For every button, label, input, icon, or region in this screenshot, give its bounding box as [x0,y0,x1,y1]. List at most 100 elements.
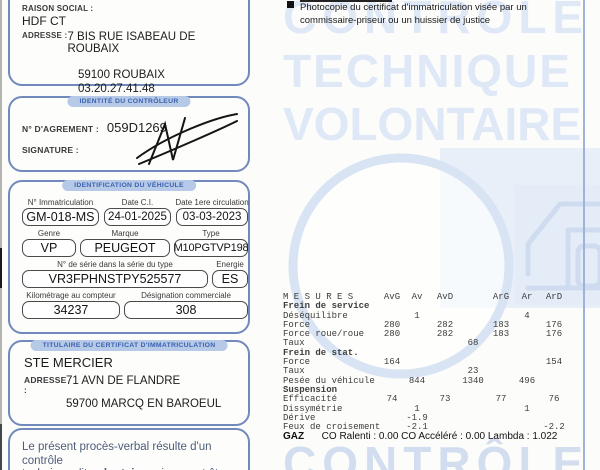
mesures-cell [461,302,485,311]
mesures-cell [485,339,517,348]
field-label-serie: N° de série dans la série du type [57,260,173,269]
company-raison-value: HDF CT [22,14,66,28]
field-label-date-ci: Date C.I. [121,198,154,207]
mesures-row-4: Taux 68 [283,338,571,349]
watermark-line-technique: TECHNIQUE [283,45,572,97]
mesures-cell [537,339,571,348]
controleur-box: IDENTITÉ DU CONTRÔLEUR N° D'AGREMENT : 0… [8,96,250,172]
titulaire-adresse-value: 71 AVN DE FLANDRE [66,375,181,387]
watermark-bottom-controle: CONTRÔLE [283,437,590,470]
mesures-cell: 1 [524,403,530,414]
mesures-cell [429,367,461,376]
mesures-cell [405,386,429,395]
mesures-cell [429,302,461,311]
mesures-row-label: M E S U R E S [283,292,354,302]
mesures-row-11: Dissymétrie 1 1 [283,403,571,414]
mesures-cell [461,293,485,302]
mesures-row-8: Pesée du véhicule 844 1340 496 [283,375,571,386]
mesures-cell [485,377,517,386]
right-page-rule [583,0,585,470]
mesures-cell [379,367,405,376]
mesures-cell [461,395,485,404]
field-value-date-ci: 24-01-2025 [103,208,171,226]
mesures-cell [461,414,485,423]
photocopy-note: Photocopie du certificat d'immatriculati… [300,2,575,27]
company-box: RAISON SOCIAL : HDF CT ADRESSE : 7 BIS R… [8,0,250,95]
mesures-row-label: Frein de stat. [283,347,359,358]
mesures-cell [405,330,429,339]
mesures-row-13: Feux de croisement -2.1 -2.2 [283,422,571,433]
mesures-cell [461,349,485,358]
mesures-row-label: Pesée du véhicule [283,375,375,386]
titulaire-city: 59700 MARCQ EN BAROEUL [66,398,222,410]
mesures-cell: 76 [548,394,560,405]
mesures-cell [537,377,571,386]
mesures-cell: 77 [495,394,507,405]
left-scan-edge [0,0,2,470]
mesures-cell [485,405,517,414]
vehicule-box-header: IDENTIFICATION DU VÉHICULE [62,180,196,191]
mesures-cell: 280 [383,329,401,340]
watermark-line-controle: CONTRÔLE [283,0,590,43]
mesures-cell: 183 [492,319,510,330]
titulaire-adresse-label: ADRESSE : [24,375,67,395]
watermark-line-volontaire: VOLONTAIRE [283,98,582,150]
mesures-row-label: Taux [283,338,305,349]
note-bullet [287,1,294,8]
field-value-type: M10PGTVP198 [174,239,249,257]
field-label-designation: Désignation commerciale [141,291,231,300]
gaz-values: CO Ralenti : 0.00 CO Accéléré : 0.00 Lam… [321,431,558,442]
field-label-date-circulation: Date 1ere circulation [175,198,249,207]
field-label-genre: Genre [37,229,61,238]
mesures-cell: 164 [383,357,401,368]
company-adresse-value: 7 BIS RUE ISABEAU DE ROUBAIX [67,31,196,55]
agrement-value: 059D1269 [106,120,167,135]
company-adresse-label: ADRESSE : [22,31,68,40]
mesures-row-label: Déséquilibre [283,310,348,321]
mesures-cell [517,358,537,367]
left-scan-edge-dark2 [0,424,2,470]
van-watermark-icon [525,201,600,291]
disclaimer-volontaire: volontaire [90,468,145,470]
disclaimer-line2a: technique dit [22,468,90,470]
gaz-label: GAZ [283,431,305,442]
field-value-energie: ES [212,270,248,288]
mesures-cell: 1340 [462,375,484,386]
mesures-cell [485,367,517,376]
field-label-marque: Marque [111,229,139,238]
mesures-cell [405,349,429,358]
mesures-table: M E S U R E S AvG Av AvD ArG Ar ArD Frein de se… [283,292,571,433]
mesures-cell [461,386,485,395]
mesures-row-label: Suspension [283,384,338,395]
mesures-cell: 4 [524,310,530,321]
mesures-cell [517,349,537,358]
mesures-cell: 154 [545,357,563,368]
mesures-cell: Av [411,292,423,302]
mesures-cell: Ar [521,292,533,302]
mesures-cell [429,339,461,348]
disclaimer-box: Le présent procès-verbal résulte d'un co… [8,428,250,470]
mesures-cell: 74 [386,394,398,405]
mesures-row-label: Dérive [283,412,316,423]
mesures-cell [485,358,517,367]
note-cut-underline [300,0,392,2]
field-value-designation: 308 [124,301,248,319]
mesures-row-6: Force 164 154 [283,357,571,368]
titulaire-box: TITULAIRE DU CERTIFICAT D'IMMATRICULATIO… [8,340,250,426]
signature-stroke [136,113,238,165]
disclaimer-line2c: qui ne peut être assimilé [22,468,229,470]
mesures-row-label: Feux de croisement [283,422,381,433]
agrement-label: N° D'AGREMENT : [22,124,99,134]
mesures-cell: -2.1 [406,422,428,433]
mesures-cell [429,377,461,386]
mesures-cell: 183 [492,329,510,340]
company-raison-label: RAISON SOCIAL : [22,4,94,13]
mesures-row-label: Force roue/roue [283,329,365,340]
mesures-cell: 176 [545,329,563,340]
mesures-cell [485,414,517,423]
mesures-cell [485,349,517,358]
mesures-cell [537,302,571,311]
company-city: 59100 ROUBAIX [78,69,165,81]
circle-watermark [288,153,514,379]
